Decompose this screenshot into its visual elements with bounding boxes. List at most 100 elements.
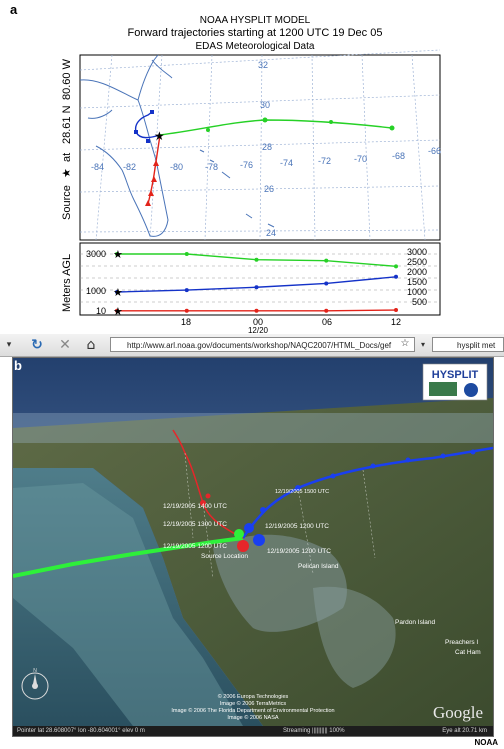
right-tick: 1500 (407, 277, 427, 287)
panel-a-label: a (10, 2, 18, 17)
lat-label: 30 (260, 100, 270, 110)
source-location-label: Source Location (201, 553, 248, 560)
hysplit-logo: HYSPLIT (422, 363, 488, 401)
bookmark-star-icon[interactable]: ☆ (400, 338, 410, 349)
green-height-point (254, 257, 259, 262)
time-tick: 12 (391, 317, 401, 327)
svg-text:N: N (33, 668, 37, 674)
google-earth-view[interactable]: HYSPLIT 12/19/2005 1500 UTC 12/19/2005 1… (12, 357, 494, 737)
annotation-1200-green: 12/19/2005 1200 UTC (163, 543, 227, 550)
green-height-point (394, 264, 398, 269)
source-label: Source ★ at 28.61 N 80.60 W (61, 58, 73, 220)
panel-a: a NOAA HYSPLIT MODEL Forward trajectorie… (10, 2, 441, 334)
left-tick: 3000 (86, 249, 106, 259)
search-text: hysplit met (457, 341, 496, 350)
time-tick: 06 (322, 317, 332, 327)
lat-label: 28 (262, 142, 272, 152)
browser-toolbar: ▾ ↻ ✕ ⌂ http://www.arl.noaa.gov/document… (0, 334, 504, 357)
source-lon: 80.60 W (61, 58, 73, 100)
blue-height-point (115, 290, 119, 294)
annotation-1200-blue: 12/19/2005 1200 UTC (265, 523, 329, 530)
left-tick: 1000 (86, 286, 106, 296)
dropdown-arrow-icon[interactable]: ▾ (6, 340, 12, 350)
lon-label: -76 (240, 160, 253, 170)
blue-height-point (184, 288, 189, 293)
green-height-point (115, 252, 119, 256)
source-at: at (61, 153, 73, 162)
time-tick: 18 (181, 317, 191, 327)
annotation-1200-red: 12/19/2005 1200 UTC (267, 548, 331, 555)
green-3d-trajectory (13, 536, 244, 578)
start-star-icon: ★ (113, 249, 123, 261)
source-lat: 28.61 N (61, 105, 73, 144)
right-tick: 500 (412, 297, 427, 307)
trajectory-map: -84 -82 -80 -78 -76 -74 -72 -70 -68 -66 … (79, 49, 441, 241)
place-pelican: Pelican Island (298, 563, 339, 570)
blue-height-point (324, 281, 329, 286)
lon-label: -72 (318, 156, 331, 166)
lon-label: -70 (354, 154, 367, 164)
url-text: http://www.arl.noaa.gov/documents/worksh… (127, 341, 392, 350)
start-star-icon: ★ (113, 287, 123, 299)
stop-icon[interactable]: ✕ (59, 337, 71, 353)
title-line-3: EDAS Meteorological Data (196, 41, 315, 52)
right-tick: 1000 (407, 287, 427, 297)
lon-label: -68 (392, 151, 405, 161)
blue-height-point (394, 274, 398, 279)
source-word: Source (61, 185, 73, 220)
blue-height-point (254, 285, 259, 290)
red-trajectory (147, 134, 161, 205)
noaa-credit: NOAA (474, 738, 498, 747)
copyright-line: Image © 2006 The Florida Department of E… (171, 707, 334, 714)
lon-label: -74 (280, 158, 293, 168)
place-preachers: Preachers I (445, 639, 478, 646)
red-3d-trajectory (172, 429, 244, 539)
time-tick: 00 (253, 317, 263, 327)
place-pardon: Pardon Island (395, 619, 435, 626)
green-height-point (184, 252, 189, 256)
annotation-1300: 12/19/2005 1300 UTC (163, 521, 227, 528)
lon-label: -66 (428, 146, 441, 156)
url-input[interactable]: http://www.arl.noaa.gov/documents/worksh… (110, 337, 415, 352)
navigation-compass-icon[interactable]: N (21, 668, 49, 700)
title-line-1: NOAA HYSPLIT MODEL (200, 15, 311, 26)
date-label: 12/20 (248, 326, 269, 334)
google-logo: Google (433, 703, 483, 722)
hysplit-logo-text: HYSPLIT (432, 369, 479, 381)
pointer-readout: Pointer lat 28.608007° lon -80.604001° e… (17, 728, 145, 734)
lon-label: -78 (205, 162, 218, 172)
source-star: ★ (61, 168, 73, 178)
red-height-point (394, 308, 398, 313)
red-height-point (254, 308, 259, 313)
green-height-point (324, 258, 329, 263)
lon-label: -82 (123, 162, 136, 172)
search-input[interactable]: hysplit met (432, 337, 504, 352)
y-axis-label: Meters AGL (61, 254, 73, 312)
right-tick: 3000 (407, 247, 427, 257)
home-icon[interactable]: ⌂ (86, 337, 96, 353)
height-chart: ★ ★ ★ 3000 1000 10 3000 2500 2000 1500 100… (61, 242, 441, 334)
right-tick: 2500 (407, 257, 427, 267)
title-line-2: Forward trajectories starting at 1200 UT… (128, 27, 383, 39)
copyright-line: Image © 2006 NASA (227, 714, 278, 721)
red-height-point (324, 308, 329, 313)
start-star-icon: ★ (113, 306, 123, 318)
streaming-readout: Streaming |||||||||| 100% (283, 728, 345, 734)
lon-label: -84 (91, 162, 104, 172)
right-tick: 2000 (407, 267, 427, 277)
lon-label: -80 (170, 162, 183, 172)
reload-icon[interactable]: ↻ (31, 337, 43, 353)
source-star-icon: ★ (154, 129, 165, 143)
url-dropdown-icon[interactable]: ▾ (420, 340, 425, 349)
panel-b-label: b (14, 358, 22, 373)
lat-label: 26 (264, 184, 274, 194)
copyright-line: © 2006 Europa Technologies (218, 693, 289, 700)
eye-alt-readout: Eye alt 20.71 km (442, 728, 487, 734)
noaa-seal-icon (464, 383, 478, 397)
lat-label: 32 (258, 60, 268, 70)
lat-label: 24 (266, 228, 276, 238)
left-tick: 10 (96, 306, 106, 316)
copyright-line: Image © 2006 TerraMetrics (220, 700, 287, 707)
place-cat: Cat Ham (455, 649, 481, 656)
earth-scene: HYSPLIT 12/19/2005 1500 UTC 12/19/2005 1… (13, 358, 493, 726)
